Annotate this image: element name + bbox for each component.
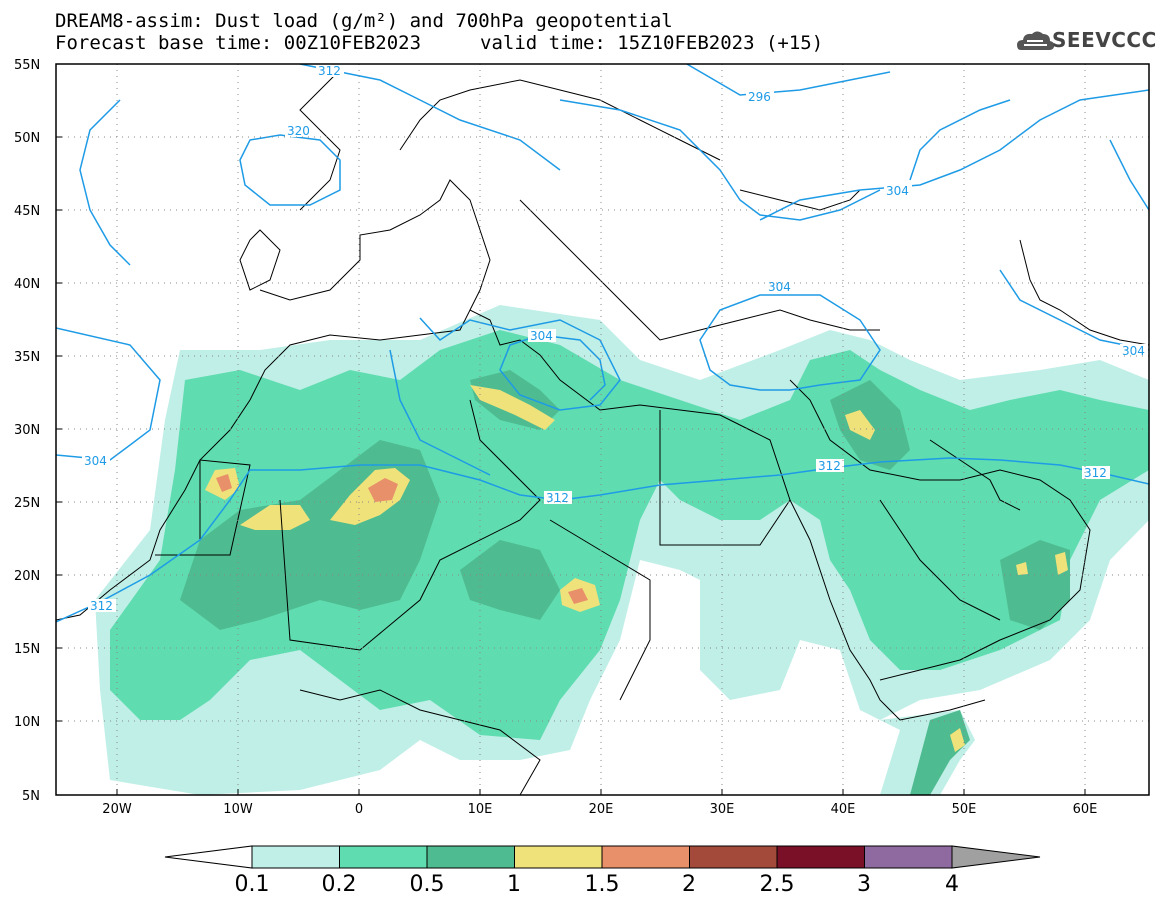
- contour-label: 320: [287, 124, 310, 138]
- lon-label: 10E: [468, 802, 493, 817]
- lat-label: 35N: [14, 350, 40, 365]
- colorbar-label: 3: [857, 872, 871, 897]
- lat-label: 15N: [14, 642, 40, 657]
- contour-label: 304: [84, 454, 107, 468]
- cloud-icon: [1017, 31, 1055, 50]
- colorbar-swatch: [514, 845, 603, 869]
- colorbar: [164, 845, 1041, 869]
- colorbar-label: 2.5: [759, 872, 795, 897]
- contour-label: 312: [90, 599, 113, 613]
- axis-ticks: [56, 63, 1086, 796]
- lat-label: 55N: [14, 58, 40, 73]
- colorbar-high-arrow: [951, 845, 1041, 869]
- contour-label: 304: [886, 184, 909, 198]
- lon-label: 30E: [710, 802, 735, 817]
- colorbar-swatch: [426, 845, 515, 869]
- contour-label: 304: [530, 329, 553, 343]
- colorbar-low-arrow: [164, 845, 253, 869]
- lat-lon-grid: [56, 64, 1149, 795]
- lat-label: 20N: [14, 569, 40, 584]
- forecast-base-time: Forecast base time: 00Z10FEB2023: [55, 32, 422, 54]
- contour-label: 296: [748, 90, 771, 104]
- contour-label: 312: [818, 459, 841, 473]
- map-title: DREAM8-assim: Dust load (g/m²) and 700hP…: [55, 10, 673, 32]
- contour-label: 312: [546, 491, 569, 505]
- lat-label: 50N: [14, 131, 40, 146]
- colorbar-label: 0.1: [234, 872, 270, 897]
- colorbar-label: 2: [682, 872, 696, 897]
- colorbar-label: 1: [507, 872, 521, 897]
- colorbar-swatch: [776, 845, 865, 869]
- lon-label: 0: [355, 802, 363, 817]
- lat-label: 5N: [22, 789, 40, 804]
- colorbar-label: 0.5: [409, 872, 445, 897]
- contour-label: 304: [1122, 344, 1145, 358]
- colorbar-swatch: [601, 845, 690, 869]
- lon-label: 20E: [589, 802, 614, 817]
- colorbar-swatch: [251, 845, 340, 869]
- lon-label: 50E: [952, 802, 977, 817]
- latitude-labels: 55N 50N 45N 40N 35N 30N 25N 20N 15N 10N …: [14, 58, 40, 804]
- colorbar-label: 4: [945, 872, 959, 897]
- contour-label: 312: [318, 64, 341, 78]
- dust-fields: [95, 305, 1149, 795]
- contour-labels: 312 320 296 304 304 304 304 304 312 312 …: [82, 64, 1148, 613]
- contour-label: 304: [768, 280, 791, 294]
- seevccc-logo: SEEVCCC: [1052, 28, 1157, 52]
- lat-label: 45N: [14, 204, 40, 219]
- lat-label: 25N: [14, 496, 40, 511]
- longitude-labels: 20W 10W 0 10E 20E 30E 40E 50E 60E: [102, 802, 1097, 817]
- lon-label: 60E: [1073, 802, 1098, 817]
- colorbar-label: 1.5: [584, 872, 620, 897]
- colorbar-swatch: [864, 845, 953, 869]
- colorbar-label: 0.2: [321, 872, 357, 897]
- lon-label: 40E: [831, 802, 856, 817]
- lat-label: 10N: [14, 715, 40, 730]
- colorbar-swatch: [689, 845, 778, 869]
- lat-label: 40N: [14, 277, 40, 292]
- lon-label: 20W: [102, 802, 132, 817]
- coastlines: [56, 69, 1149, 795]
- valid-time: valid time: 15Z10FEB2023 (+15): [480, 32, 824, 54]
- lon-label: 10W: [223, 802, 253, 817]
- contour-label: 312: [1084, 466, 1107, 480]
- lat-label: 30N: [14, 423, 40, 438]
- colorbar-swatch: [339, 845, 428, 869]
